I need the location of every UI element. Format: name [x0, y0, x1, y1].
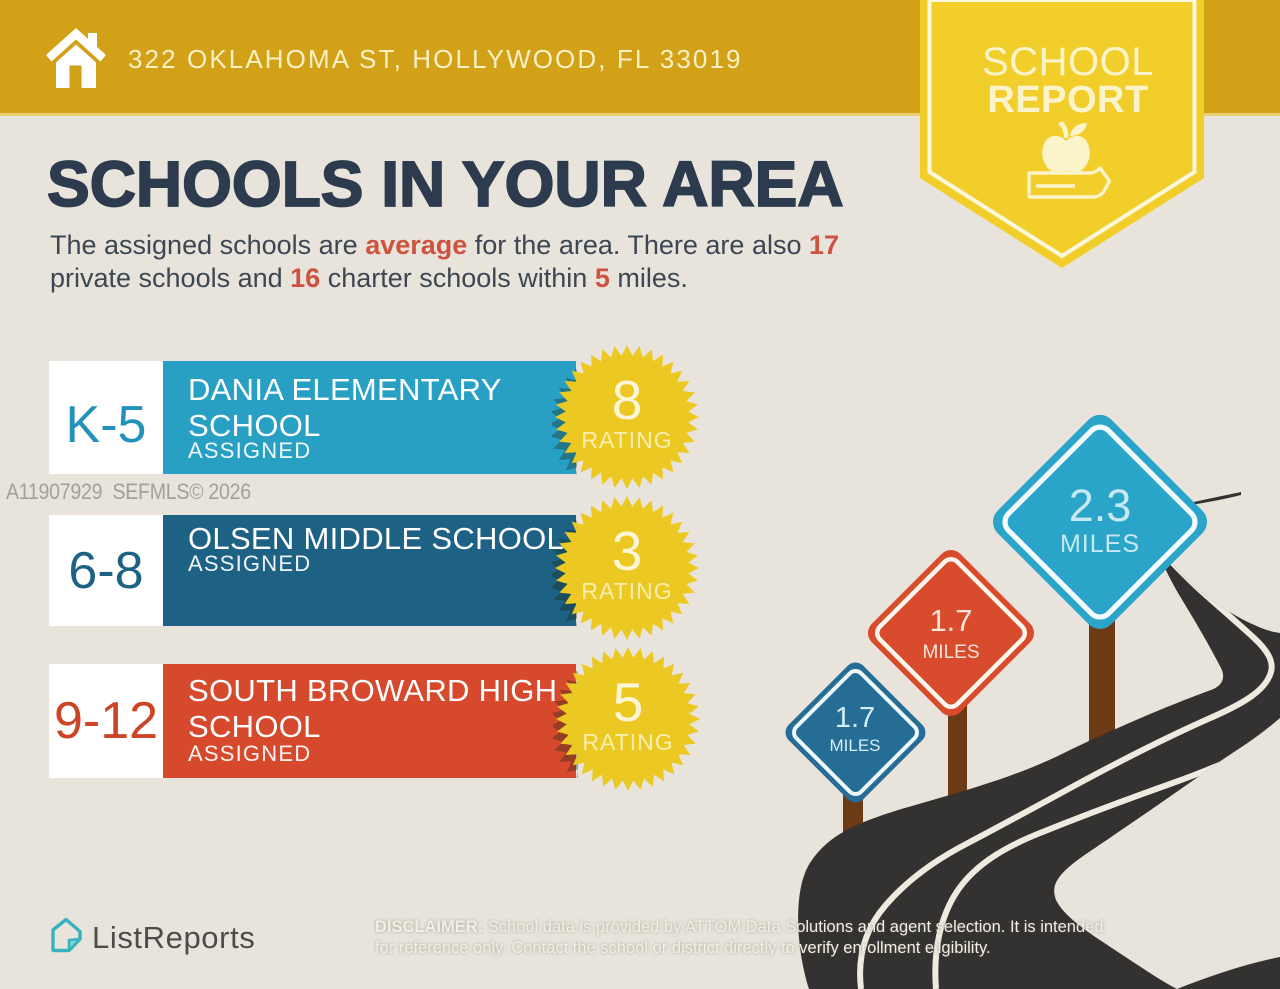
svg-text:REPORT: REPORT: [987, 79, 1148, 121]
svg-text:2.3: 2.3: [1069, 480, 1132, 531]
svg-text:SCHOOL: SCHOOL: [982, 40, 1154, 84]
svg-text:1.7: 1.7: [835, 702, 875, 734]
svg-text:1.7: 1.7: [929, 603, 972, 638]
svg-text:MILES: MILES: [922, 642, 979, 663]
svg-text:MILES: MILES: [1060, 530, 1140, 558]
svg-text:MILES: MILES: [829, 736, 880, 755]
